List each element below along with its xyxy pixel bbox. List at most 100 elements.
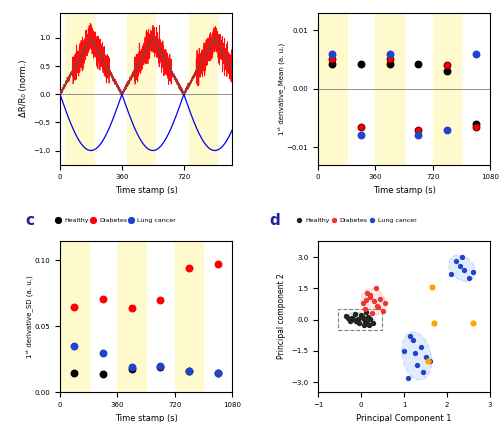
Ellipse shape [346, 313, 374, 326]
Diabetes [185, 265, 193, 272]
Healthy [156, 364, 164, 371]
Point [428, 284, 436, 291]
Healthy [362, 309, 370, 316]
Healthy [386, 61, 394, 68]
Bar [432, 13, 462, 165]
Lung cancer [404, 374, 412, 381]
Healthy [350, 315, 358, 322]
Diabetes [156, 297, 164, 303]
Healthy [348, 314, 356, 321]
Bar [174, 241, 204, 392]
X-axis label: Time stamp (s): Time stamp (s) [114, 186, 178, 195]
Bar [118, 241, 146, 392]
Diabetes [359, 300, 367, 306]
Healthy [358, 313, 366, 319]
Diabetes [443, 62, 451, 69]
Legend: Healthy, Diabetes, Lung cancer: Healthy, Diabetes, Lung cancer [54, 215, 178, 225]
Healthy [344, 314, 352, 321]
Healthy [364, 319, 372, 326]
Legend: Healthy, Diabetes, Lung cancer: Healthy, Diabetes, Lung cancer [296, 215, 419, 225]
Diabetes [366, 291, 374, 298]
Lung cancer [460, 266, 468, 273]
Healthy [355, 320, 363, 327]
Healthy [185, 368, 193, 375]
Healthy [472, 120, 480, 127]
Healthy [366, 316, 374, 322]
Bar [127, 13, 156, 165]
Lung cancer [328, 50, 336, 57]
Lung cancer [452, 258, 460, 265]
Healthy [214, 369, 222, 376]
Diabetes [370, 298, 378, 304]
Healthy [360, 322, 368, 329]
Healthy [346, 318, 354, 325]
Y-axis label: 1ˢᵗ derivative_SD (a. u.): 1ˢᵗ derivative_SD (a. u.) [26, 275, 33, 358]
Bar [65, 13, 94, 165]
Lung cancer [99, 349, 107, 356]
Ellipse shape [449, 255, 475, 281]
Diabetes [362, 297, 370, 303]
Lung cancer [458, 254, 466, 260]
Diabetes [214, 261, 222, 268]
Lung cancer [214, 369, 222, 376]
Lung cancer [422, 354, 430, 360]
Diabetes [366, 293, 374, 300]
Healthy [362, 317, 370, 324]
Ellipse shape [402, 332, 432, 380]
Ellipse shape [361, 289, 386, 315]
X-axis label: Principal Component 1: Principal Component 1 [356, 414, 452, 422]
Lung cancer [414, 132, 422, 139]
Healthy [342, 313, 350, 319]
Lung cancer [128, 364, 136, 371]
Point [469, 319, 477, 326]
Healthy [352, 318, 360, 325]
Lung cancer [185, 368, 193, 375]
X-axis label: Time stamp (s): Time stamp (s) [372, 186, 436, 195]
Lung cancer [420, 368, 428, 375]
Diabetes [362, 306, 370, 313]
Diabetes [374, 303, 382, 309]
Healthy [99, 371, 107, 377]
Text: c: c [26, 214, 35, 228]
Bar [318, 13, 346, 165]
Lung cancer [456, 262, 464, 269]
Diabetes [357, 123, 365, 130]
Healthy [70, 369, 78, 376]
Bar [189, 13, 218, 165]
Lung cancer [469, 268, 477, 275]
Lung cancer [357, 132, 365, 139]
Healthy [357, 61, 365, 68]
Lung cancer [411, 349, 419, 356]
Lung cancer [70, 343, 78, 349]
Healthy [354, 316, 362, 322]
Bar [376, 13, 404, 165]
Lung cancer [464, 275, 472, 281]
Y-axis label: 1ˢᵗ derivative_Mean (a. u.): 1ˢᵗ derivative_Mean (a. u.) [278, 43, 285, 135]
Lung cancer [386, 50, 394, 57]
Healthy [364, 322, 372, 329]
Diabetes [374, 304, 382, 311]
Healthy [128, 365, 136, 372]
Healthy [414, 61, 422, 68]
Lung cancer [448, 271, 456, 277]
Lung cancer [472, 50, 480, 57]
Diabetes [376, 295, 384, 302]
Lung cancer [413, 362, 421, 369]
Healthy [328, 61, 336, 68]
Point [430, 319, 438, 326]
Lung cancer [156, 362, 164, 369]
Diabetes [472, 123, 480, 130]
Healthy [443, 68, 451, 74]
Diabetes [372, 285, 380, 292]
Diabetes [328, 56, 336, 63]
Diabetes [386, 56, 394, 63]
Diabetes [70, 303, 78, 310]
Diabetes [128, 305, 136, 311]
Bar [60, 241, 88, 392]
Lung cancer [406, 333, 414, 340]
Healthy [357, 312, 365, 319]
Diabetes [414, 126, 422, 133]
Lung cancer [443, 126, 451, 133]
Healthy [369, 320, 377, 327]
Lung cancer [408, 337, 416, 344]
